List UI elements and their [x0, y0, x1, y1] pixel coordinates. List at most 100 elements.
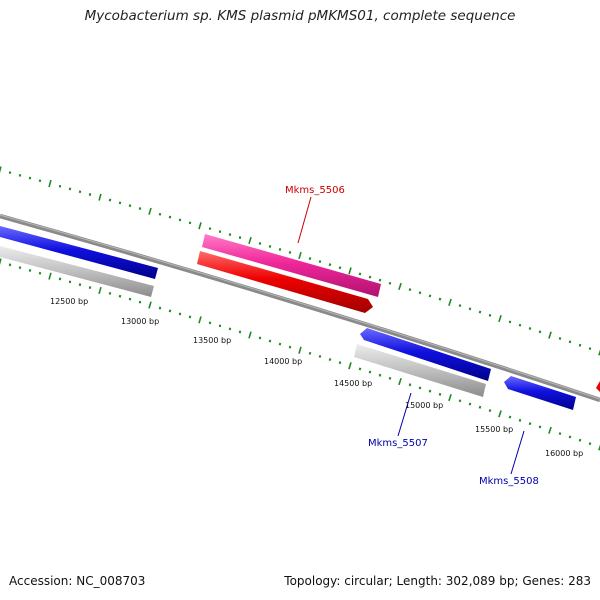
outer-ruler-minor-tick	[528, 327, 532, 330]
outer-ruler-major-tick	[98, 193, 102, 201]
inner-ruler-minor-tick	[368, 370, 372, 374]
inner-ruler-minor-tick	[588, 442, 592, 446]
sequence-backbone	[0, 213, 600, 403]
inner-ruler-major-tick	[448, 393, 452, 402]
connector-mkms-5507	[397, 392, 412, 437]
inner-ruler-minor-tick	[88, 286, 92, 289]
scale-label-16000: 16000 bp	[545, 449, 583, 458]
outer-ruler-minor-tick	[358, 272, 362, 276]
inner-ruler-minor-tick	[228, 327, 232, 331]
gene-mkms-5507-blue[interactable]	[360, 328, 491, 381]
inner-ruler-minor-tick	[108, 291, 112, 295]
outer-ruler-minor-tick	[328, 263, 332, 267]
inner-ruler-minor-tick	[578, 438, 582, 442]
gene-label-mkms-5508[interactable]: Mkms_5508	[479, 476, 539, 487]
inner-ruler-major-tick	[48, 272, 52, 280]
outer-ruler-minor-tick	[88, 193, 92, 196]
connector-mkms-5506	[297, 196, 312, 244]
gene-label-mkms-5506[interactable]: Mkms_5506	[285, 185, 345, 196]
outer-ruler-minor-tick	[68, 187, 72, 191]
outer-ruler-minor-tick	[428, 294, 432, 298]
inner-ruler-major-tick	[498, 410, 502, 418]
outer-ruler-minor-tick	[318, 260, 322, 264]
inner-ruler-minor-tick	[428, 389, 432, 393]
outer-ruler-minor-tick	[118, 201, 122, 205]
inner-ruler-minor-tick	[468, 402, 472, 406]
outer-ruler-minor-tick	[458, 304, 462, 308]
scale-label-13000: 13000 bp	[121, 317, 159, 326]
inner-ruler-major-tick	[348, 362, 352, 370]
inner-ruler-minor-tick	[568, 435, 572, 439]
inner-ruler-minor-tick	[158, 306, 162, 310]
gene-mkms-5506-red[interactable]	[197, 251, 373, 313]
outer-ruler-minor-tick	[78, 190, 82, 194]
inner-ruler-major-tick	[548, 426, 552, 434]
outer-ruler-major-tick	[448, 298, 452, 306]
gene-red-right-edge[interactable]	[596, 381, 600, 392]
inner-ruler-minor-tick	[38, 271, 42, 275]
scale-label-14000: 14000 bp	[264, 357, 302, 366]
inner-ruler-major-tick	[298, 346, 302, 354]
gene-blue-left[interactable]	[0, 226, 158, 279]
scale-label-12500: 12500 bp	[50, 297, 88, 306]
gene-mkms-5508-blue[interactable]	[504, 376, 576, 410]
inner-ruler-minor-tick	[188, 315, 192, 319]
outer-ruler-minor-tick	[228, 233, 232, 236]
inner-ruler-major-tick	[98, 286, 102, 295]
outer-ruler-minor-tick	[108, 198, 112, 202]
gene-mkms-5506-pink[interactable]	[202, 234, 381, 297]
inner-ruler-minor-tick	[278, 342, 282, 346]
outer-ruler-minor-tick	[408, 288, 412, 292]
outer-ruler-minor-tick	[188, 221, 192, 225]
inner-ruler-minor-tick	[378, 373, 382, 377]
outer-ruler-major-tick	[0, 166, 2, 174]
inner-ruler-minor-tick	[268, 339, 272, 343]
inner-ruler-minor-tick	[328, 358, 332, 362]
inner-ruler-minor-tick	[308, 351, 312, 355]
gene-grey-left[interactable]	[0, 246, 154, 297]
outer-ruler-minor-tick	[268, 245, 272, 248]
outer-ruler-minor-tick	[138, 207, 142, 210]
inner-ruler-minor-tick	[128, 297, 132, 301]
inner-ruler-major-tick	[398, 377, 402, 386]
gene-mkms-5507-grey[interactable]	[354, 344, 486, 397]
inner-ruler-minor-tick	[8, 263, 12, 267]
outer-ruler-major-tick	[198, 222, 202, 230]
outer-ruler-minor-tick	[518, 323, 522, 327]
scale-label-15000: 15000 bp	[405, 401, 443, 410]
scale-label-14500: 14500 bp	[334, 379, 372, 388]
outer-ruler-minor-tick	[478, 310, 482, 314]
outer-ruler-major-tick	[298, 251, 302, 260]
outer-ruler-minor-tick	[258, 242, 262, 245]
inner-ruler-minor-tick	[488, 409, 492, 413]
inner-ruler-minor-tick	[558, 432, 562, 436]
outer-ruler-minor-tick	[308, 257, 312, 260]
inner-ruler-major-tick	[598, 444, 600, 451]
inner-scale-ticks	[0, 258, 600, 451]
gene-label-mkms-5507[interactable]: Mkms_5507	[368, 438, 428, 449]
outer-ruler-major-tick	[498, 315, 502, 323]
inner-ruler-minor-tick	[68, 280, 72, 284]
outer-ruler-minor-tick	[288, 251, 292, 254]
inner-ruler-minor-tick	[78, 283, 82, 287]
outer-ruler-major-tick	[48, 179, 52, 188]
outer-ruler-minor-tick	[8, 171, 12, 175]
inner-ruler-minor-tick	[18, 266, 22, 270]
outer-ruler-major-tick	[248, 236, 252, 245]
inner-ruler-minor-tick	[518, 418, 522, 422]
inner-ruler-major-tick	[0, 258, 2, 266]
outer-ruler-minor-tick	[38, 179, 42, 183]
connector-mkms-5508	[510, 430, 525, 475]
inner-ruler-minor-tick	[288, 345, 292, 349]
outer-ruler-minor-tick	[378, 278, 382, 282]
inner-ruler-minor-tick	[528, 422, 532, 426]
accession-text: Accession: NC_008703	[9, 574, 146, 588]
inner-ruler-minor-tick	[258, 336, 262, 340]
outer-ruler-minor-tick	[538, 330, 542, 334]
inner-ruler-minor-tick	[458, 399, 462, 403]
outer-ruler-minor-tick	[468, 307, 472, 311]
outer-ruler-major-tick	[148, 207, 152, 215]
outer-ruler-minor-tick	[278, 248, 282, 251]
outer-ruler-major-tick	[348, 267, 352, 275]
inner-ruler-minor-tick	[238, 330, 242, 334]
